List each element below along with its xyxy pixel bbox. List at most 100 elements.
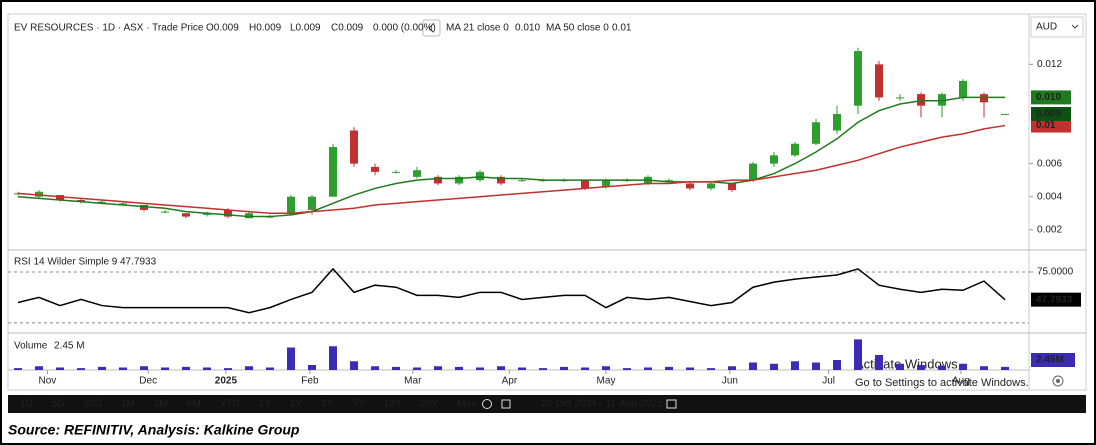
- ohlc-open: O0.009: [206, 23, 239, 34]
- watermark-text: Go to Settings to activate Windows.: [855, 377, 1029, 389]
- x-tick-label: Mar: [404, 376, 422, 387]
- x-tick-label: Jul: [822, 376, 835, 387]
- volume-bar: [77, 368, 85, 370]
- candle-body: [308, 196, 316, 210]
- price-label: 0.009: [1036, 109, 1061, 120]
- ma-price-label: 0.010: [1036, 92, 1061, 103]
- volume-bar: [245, 366, 253, 370]
- range-button[interactable]: 1D: [20, 399, 33, 410]
- collapse-button[interactable]: [422, 19, 441, 37]
- candle-body: [182, 213, 190, 217]
- candle-body: [119, 203, 127, 205]
- range-button[interactable]: 1Y: [259, 399, 272, 410]
- candle-body: [35, 191, 43, 197]
- volume-bar: [938, 365, 946, 370]
- x-tick-label: May: [597, 376, 616, 387]
- x-tick-label: Aug: [952, 376, 970, 387]
- range-button[interactable]: 10Y: [384, 399, 402, 410]
- candle-body: [287, 196, 295, 214]
- volume-bar: [329, 346, 337, 370]
- volume-bar: [833, 360, 841, 370]
- range-button[interactable]: 3Y: [321, 399, 334, 410]
- range-button[interactable]: YTD: [220, 399, 240, 410]
- volume-title: Volume: [14, 341, 48, 352]
- range-button[interactable]: 20Y: [420, 399, 438, 410]
- range-button[interactable]: 1M: [121, 399, 135, 410]
- ohlc-low: L0.009: [290, 23, 321, 34]
- candle-body: [707, 183, 715, 189]
- candle-body: [812, 122, 820, 144]
- candle-body: [203, 213, 211, 215]
- volume-bar: [392, 366, 400, 370]
- range-button[interactable]: 6M: [187, 399, 201, 410]
- date-range[interactable]: 23-Oct-2024 - 11-Aug-2025: [541, 399, 663, 410]
- volume-bar: [644, 367, 652, 370]
- volume-value: 2.45 M: [54, 341, 85, 352]
- candle-body: [77, 200, 85, 202]
- volume-bar: [434, 366, 442, 370]
- collapse-icon: [428, 23, 434, 33]
- grid-icon[interactable]: [501, 399, 511, 409]
- range-button[interactable]: 5D: [52, 399, 65, 410]
- settings-icon[interactable]: [1052, 375, 1064, 387]
- candle-body: [770, 155, 778, 164]
- candle-body: [371, 166, 379, 172]
- candle-body: [497, 176, 505, 184]
- currency: AUD: [1036, 22, 1057, 33]
- volume-bar: [203, 367, 211, 370]
- volume-bar: [455, 366, 463, 370]
- x-tick-label: Dec: [139, 376, 157, 387]
- volume-bar: [665, 366, 673, 370]
- ma-price-tag: [1031, 90, 1071, 105]
- currency-select[interactable]: [1030, 16, 1084, 38]
- ma50-value: 0.01: [612, 23, 632, 34]
- ohlc-high: H0.009: [249, 23, 282, 34]
- ma-line: [17, 96, 1005, 218]
- candle-body: [749, 163, 757, 181]
- range-button[interactable]: Max: [457, 399, 476, 410]
- volume-axis-label: 2.45M: [1036, 355, 1064, 366]
- candle-body: [917, 94, 925, 106]
- volume-bar: [854, 339, 862, 370]
- range-button[interactable]: 2Y: [290, 399, 303, 410]
- candle-body: [686, 183, 694, 189]
- candle-body: [1001, 113, 1009, 115]
- zoom-icon[interactable]: [482, 399, 492, 409]
- volume-bar: [35, 366, 43, 370]
- candle-body: [161, 211, 169, 213]
- x-tick-label: 2025: [215, 376, 238, 387]
- toolbar-buttons: 1D 5D 10D 1M 3M 6M YTD 1Y 2Y 3Y 5Y 10Y 20Y Max: [20, 399, 476, 410]
- range-button[interactable]: 5Y: [352, 399, 365, 410]
- candle-body: [476, 171, 484, 181]
- ma21-value: 0.010: [515, 23, 540, 34]
- toolbar: [8, 395, 1086, 413]
- volume-bar: [518, 367, 526, 370]
- candle-body: [140, 204, 148, 210]
- candle-body: [665, 180, 673, 182]
- y-tick-label: 0.006: [1037, 158, 1062, 169]
- ma-line: [17, 124, 1006, 215]
- settings-icon-center: [1056, 379, 1060, 383]
- range-button[interactable]: 3M: [154, 399, 168, 410]
- range-button[interactable]: 10D: [84, 399, 102, 410]
- candle-body: [350, 130, 358, 164]
- ma-price-tag: [1031, 118, 1071, 133]
- source-note: Source: REFINITIV, Analysis: Kalkine Gro…: [8, 422, 300, 438]
- ma50-legend: MA 50 close 0: [546, 23, 609, 34]
- volume-bar: [959, 363, 967, 370]
- volume-bar: [119, 367, 127, 370]
- chart-frame: [7, 13, 1087, 391]
- y-tick-label: 75.0000: [1037, 267, 1074, 278]
- candle-body: [791, 143, 799, 156]
- volume-bar: [266, 367, 274, 370]
- ohlc-close: C0.009: [331, 23, 364, 34]
- volume-bar: [896, 363, 904, 370]
- calendar-icon[interactable]: [666, 399, 677, 409]
- candle-body: [56, 195, 64, 201]
- rsi-line: [17, 267, 1006, 314]
- volume-bar: [497, 366, 505, 370]
- volume-bar: [224, 368, 232, 370]
- volume-bar: [581, 367, 589, 370]
- volume-tag: [1031, 353, 1075, 367]
